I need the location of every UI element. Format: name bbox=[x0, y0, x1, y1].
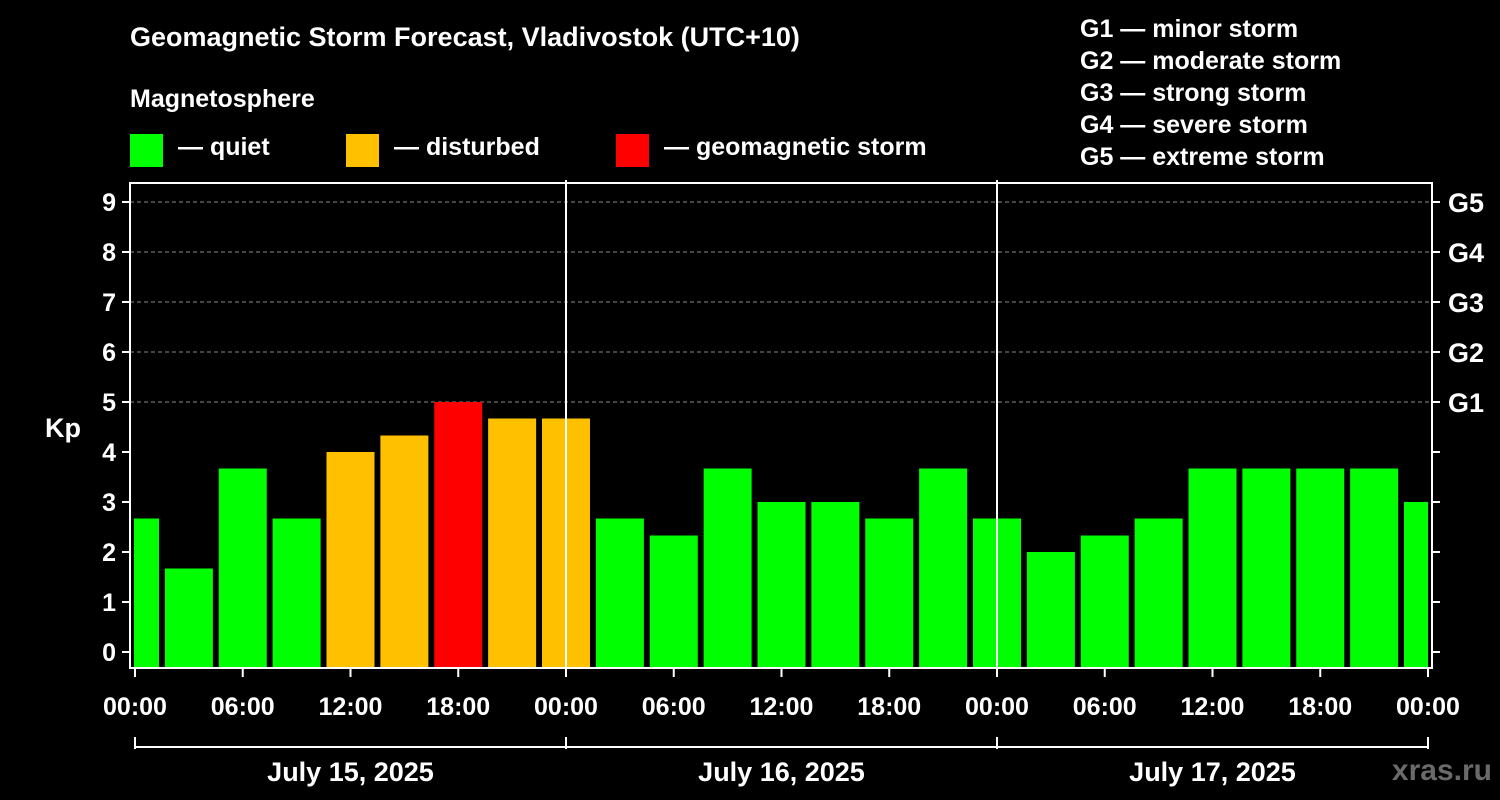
bar-24 bbox=[1404, 502, 1428, 668]
g-axis-label: G4 bbox=[1448, 238, 1484, 268]
y-tick-label: 8 bbox=[102, 239, 116, 267]
chart-title: Geomagnetic Storm Forecast, Vladivostok … bbox=[130, 22, 800, 52]
y-tick-labels: 0 1 2 3 4 5 6 7 8 9 bbox=[102, 189, 116, 667]
legend-label-disturbed: — disturbed bbox=[394, 133, 540, 161]
bar-22 bbox=[1296, 468, 1345, 668]
bar-10 bbox=[649, 535, 698, 668]
y-tick-label: 3 bbox=[102, 489, 116, 517]
bar-14 bbox=[865, 518, 914, 668]
legend-swatch-disturbed bbox=[346, 134, 379, 167]
day-labels: July 15, 2025 July 16, 2025 July 17, 2025 bbox=[267, 757, 1296, 787]
bar-12 bbox=[757, 502, 806, 668]
x-tick-labels: 00:00 06:00 12:00 18:00 00:00 06:00 12:00 18:00… bbox=[103, 693, 1460, 721]
g-scale-axis-labels: G1 G2 G3 G4 G5 bbox=[1448, 188, 1484, 418]
x-tick-label: 00:00 bbox=[965, 693, 1029, 721]
x-tick-label: 18:00 bbox=[426, 693, 490, 721]
legend-swatch-quiet bbox=[130, 134, 163, 167]
day-label: July 15, 2025 bbox=[267, 757, 434, 787]
y-axis-label: Kp bbox=[45, 413, 81, 443]
x-tick-label: 06:00 bbox=[211, 693, 275, 721]
x-tick-label: 00:00 bbox=[103, 693, 167, 721]
bar-13 bbox=[811, 502, 860, 668]
g-scale-g1: G1 — minor storm bbox=[1080, 15, 1299, 43]
bar-19 bbox=[1134, 518, 1183, 668]
y-tick-label: 0 bbox=[102, 639, 116, 667]
legend-label-quiet: — quiet bbox=[178, 133, 270, 161]
x-tick-label: 18:00 bbox=[857, 693, 921, 721]
bar-5 bbox=[380, 435, 429, 668]
bar-18 bbox=[1080, 535, 1129, 668]
watermark: xras.ru bbox=[1391, 754, 1492, 787]
g-scale-g5: G5 — extreme storm bbox=[1080, 143, 1325, 171]
g-axis-label: G5 bbox=[1448, 188, 1484, 218]
g-scale-g2: G2 — moderate storm bbox=[1080, 47, 1342, 75]
x-tick-label: 00:00 bbox=[534, 693, 598, 721]
bar-3 bbox=[272, 518, 321, 668]
y-tick-label: 9 bbox=[102, 189, 116, 217]
g-axis-label: G1 bbox=[1448, 388, 1484, 418]
bar-20 bbox=[1188, 468, 1237, 668]
x-tick-label: 00:00 bbox=[1396, 693, 1460, 721]
x-tick-label: 12:00 bbox=[319, 693, 383, 721]
y-tick-label: 5 bbox=[102, 389, 116, 417]
day-label: July 16, 2025 bbox=[698, 757, 865, 787]
x-tick-label: 18:00 bbox=[1288, 693, 1352, 721]
y-tick-label: 4 bbox=[102, 439, 116, 467]
y-tick-label: 7 bbox=[102, 289, 116, 317]
x-tick-label: 06:00 bbox=[1073, 693, 1137, 721]
y-tick-label: 6 bbox=[102, 339, 116, 367]
bar-0 bbox=[134, 518, 159, 668]
bars bbox=[134, 402, 1428, 668]
g-axis-label: G3 bbox=[1448, 288, 1484, 318]
g-scale-g3: G3 — strong storm bbox=[1080, 79, 1307, 107]
x-tick-label: 06:00 bbox=[642, 693, 706, 721]
y-tick-label: 2 bbox=[102, 539, 116, 567]
bar-15 bbox=[919, 468, 968, 668]
bar-17 bbox=[1026, 552, 1075, 668]
bar-7 bbox=[488, 418, 537, 668]
bar-21 bbox=[1242, 468, 1291, 668]
grid-lines bbox=[130, 201, 1432, 403]
bar-6 bbox=[434, 402, 483, 668]
legend-label-storm: — geomagnetic storm bbox=[664, 133, 927, 161]
bar-1 bbox=[164, 568, 213, 668]
bar-9 bbox=[595, 518, 644, 668]
bar-4 bbox=[326, 452, 375, 668]
legend-subtitle: Magnetosphere bbox=[130, 85, 315, 113]
g-axis-label: G2 bbox=[1448, 338, 1484, 368]
x-tick-label: 12:00 bbox=[1181, 693, 1245, 721]
bar-23 bbox=[1350, 468, 1399, 668]
legend-swatch-storm bbox=[616, 134, 649, 167]
day-label: July 17, 2025 bbox=[1129, 757, 1296, 787]
x-tick-label: 12:00 bbox=[750, 693, 814, 721]
bar-2 bbox=[218, 468, 267, 668]
bar-11 bbox=[703, 468, 752, 668]
y-tick-label: 1 bbox=[102, 589, 116, 617]
axes bbox=[122, 180, 1440, 749]
g-scale-g4: G4 — severe storm bbox=[1080, 111, 1308, 139]
